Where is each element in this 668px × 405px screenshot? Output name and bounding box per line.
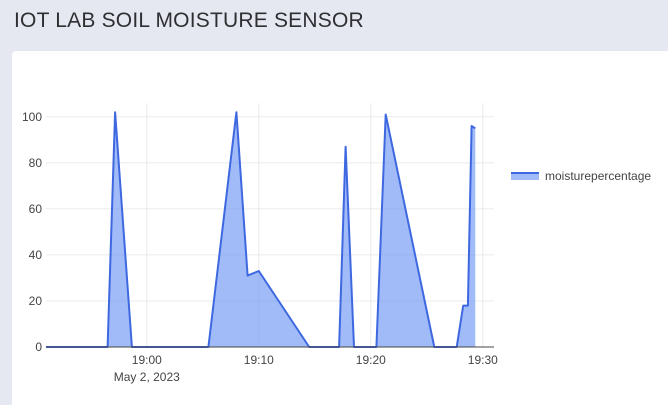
x-tick-label: 19:00: [132, 353, 162, 367]
y-tick-label: 40: [29, 248, 43, 262]
y-tick-labels: 0 20 40 60 80 100: [22, 110, 42, 354]
y-tick-label: 20: [29, 294, 43, 308]
y-tick-label: 100: [22, 110, 42, 124]
x-gridlines: [146, 103, 484, 347]
series-layer: [45, 111, 494, 348]
legend-swatch: [511, 172, 539, 180]
x-tick-label: 19:30: [468, 353, 498, 367]
x-date-label: May 2, 2023: [114, 370, 180, 384]
x-tick-label: 19:10: [244, 353, 274, 367]
legend-label: moisturepercentage: [545, 169, 652, 183]
series-area: [46, 112, 476, 347]
y-tick-label: 80: [29, 156, 43, 170]
y-tick-label: 0: [35, 340, 42, 354]
chart-card: 0 20 40 60 80 100 19:00 19:10 19:20 19:30 May 2, …: [12, 51, 668, 405]
x-tick-label: 19:20: [356, 353, 386, 367]
x-tick-labels: 19:00 19:10 19:20 19:30 May 2, 2023: [114, 353, 498, 384]
moisture-chart[interactable]: 0 20 40 60 80 100 19:00 19:10 19:20 19:30 May 2, …: [12, 51, 668, 405]
page-title: IOT LAB SOIL MOISTURE SENSOR: [14, 9, 364, 32]
y-tick-label: 60: [29, 202, 43, 216]
legend[interactable]: moisturepercentage: [511, 169, 651, 183]
